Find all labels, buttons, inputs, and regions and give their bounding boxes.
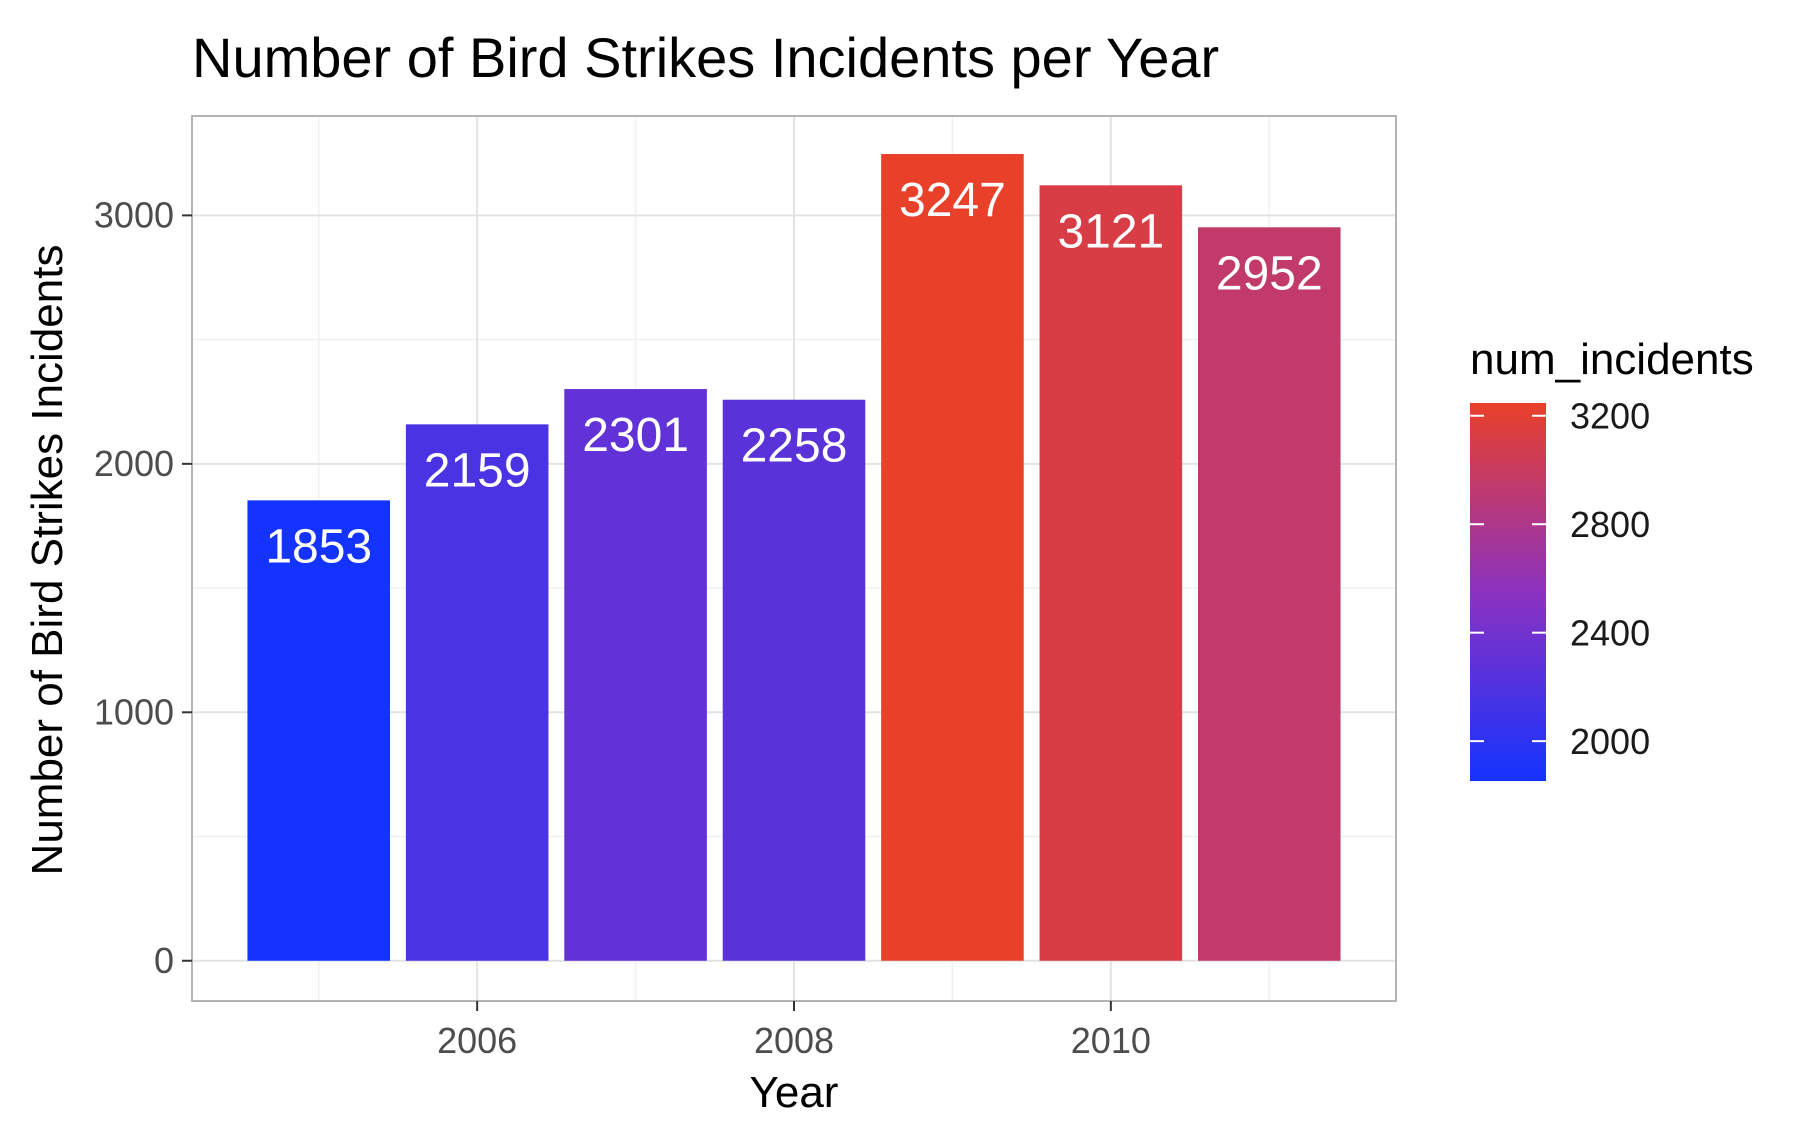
bar-2006 xyxy=(405,424,549,961)
x-tick-label: 2010 xyxy=(1071,1020,1151,1061)
y-tick-label: 3000 xyxy=(94,194,174,235)
bar-2005 xyxy=(247,500,391,961)
y-axis: 0 1000 2000 3000 xyxy=(94,194,192,981)
legend-title: num_incidents xyxy=(1470,335,1754,384)
bar-2008 xyxy=(722,399,866,961)
legend-colorbar xyxy=(1470,403,1546,781)
bar-2010 xyxy=(1039,185,1183,961)
x-axis-title: Year xyxy=(750,1068,839,1117)
bar-2007 xyxy=(564,389,707,961)
bar-label-2010: 3121 xyxy=(1057,205,1164,258)
bar-label-2009: 3247 xyxy=(899,174,1006,227)
bar-label-2007: 2301 xyxy=(582,409,689,462)
bar-label-2011: 2952 xyxy=(1216,247,1323,300)
legend-tick-label: 2800 xyxy=(1570,504,1650,545)
y-axis-title: Number of Bird Strikes Incidents xyxy=(23,245,72,876)
y-tick-label: 2000 xyxy=(94,443,174,484)
bar-label-2005: 1853 xyxy=(265,520,372,573)
chart-title: Number of Bird Strikes Incidents per Yea… xyxy=(192,26,1219,89)
legend-ticks: 2000 2400 2800 3200 xyxy=(1470,396,1650,762)
y-tick-label: 1000 xyxy=(94,691,174,732)
x-tick-label: 2008 xyxy=(754,1020,834,1061)
x-axis: 2006 2008 2010 xyxy=(437,1001,1151,1061)
bar-2009 xyxy=(881,154,1024,961)
plot-panel: 1853 2159 2301 2258 3247 3121 2952 xyxy=(191,115,1397,1002)
legend-tick-label: 2400 xyxy=(1570,613,1650,654)
bar-2011 xyxy=(1197,227,1341,961)
legend-tick-label: 3200 xyxy=(1570,396,1650,437)
bar-label-2006: 2159 xyxy=(424,444,531,497)
y-tick-label: 0 xyxy=(154,940,174,981)
legend: num_incidents 2000 2400 2800 3200 xyxy=(1470,335,1754,781)
bar-label-2008: 2258 xyxy=(741,420,848,473)
legend-tick-label: 2000 xyxy=(1570,721,1650,762)
x-tick-label: 2006 xyxy=(437,1020,517,1061)
